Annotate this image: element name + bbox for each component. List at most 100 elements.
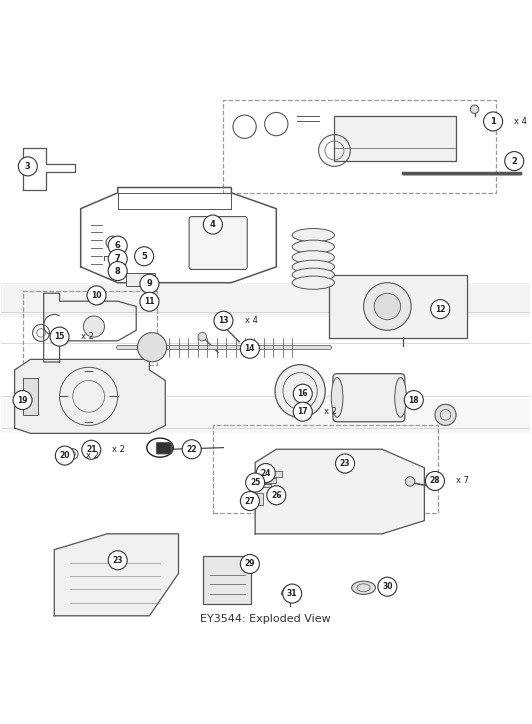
Bar [255,484,271,487]
Circle shape [18,157,37,176]
Polygon shape [54,534,179,616]
Circle shape [82,440,101,459]
Bar [258,479,276,483]
FancyBboxPatch shape [2,282,530,317]
Circle shape [282,584,302,603]
Bar [261,471,281,476]
Ellipse shape [292,240,335,253]
Circle shape [484,112,503,131]
Circle shape [55,446,74,465]
Polygon shape [329,275,467,338]
Circle shape [50,327,69,346]
Polygon shape [14,359,165,434]
Text: 14: 14 [245,345,255,353]
Text: 21: 21 [86,445,96,454]
Text: 25: 25 [250,478,260,487]
FancyBboxPatch shape [203,556,252,604]
Text: 3: 3 [25,162,31,171]
Circle shape [336,454,354,473]
Circle shape [108,249,127,269]
Text: 26: 26 [271,491,281,500]
Circle shape [374,293,401,320]
Ellipse shape [292,268,335,282]
Circle shape [378,577,397,597]
Circle shape [272,496,280,503]
Circle shape [140,292,159,311]
Circle shape [108,551,127,570]
Text: x 7: x 7 [456,476,469,486]
Circle shape [505,151,524,171]
Circle shape [214,311,233,330]
Circle shape [108,236,127,255]
Circle shape [240,555,260,573]
Circle shape [267,486,286,505]
Text: 18: 18 [409,395,419,405]
FancyBboxPatch shape [335,116,456,161]
FancyBboxPatch shape [156,442,172,454]
Text: x 2: x 2 [81,332,94,341]
FancyBboxPatch shape [2,399,530,434]
Text: 5: 5 [141,252,147,261]
Circle shape [404,390,423,410]
Bar [126,273,155,287]
Text: 20: 20 [60,451,70,460]
Text: 15: 15 [54,332,65,341]
Circle shape [470,105,479,114]
Text: 16: 16 [297,390,308,398]
Text: 24: 24 [261,468,271,478]
Circle shape [140,274,159,293]
Text: 19: 19 [17,395,28,405]
Text: 6: 6 [115,241,121,251]
Text: 17: 17 [297,407,308,416]
Circle shape [293,384,312,403]
Text: 2: 2 [511,156,517,166]
Text: 29: 29 [245,560,255,568]
Text: 7: 7 [115,254,121,264]
FancyBboxPatch shape [333,374,405,422]
Circle shape [426,471,444,490]
Text: 9: 9 [146,279,152,288]
Text: x 2: x 2 [112,445,126,454]
Polygon shape [255,449,425,534]
Circle shape [246,473,265,492]
Text: 11: 11 [144,298,155,306]
Text: 12: 12 [435,305,445,313]
Circle shape [219,321,228,330]
Circle shape [182,439,201,459]
Text: 31: 31 [287,589,297,598]
Circle shape [135,247,154,266]
Ellipse shape [292,251,335,264]
Ellipse shape [292,276,335,290]
Ellipse shape [395,378,406,417]
Text: x 2: x 2 [86,451,99,460]
Circle shape [108,261,127,281]
Text: 8: 8 [115,266,121,276]
Circle shape [435,404,456,426]
Circle shape [95,296,103,304]
Ellipse shape [138,332,167,362]
Bar [250,493,263,505]
Circle shape [256,463,275,483]
FancyBboxPatch shape [189,216,247,269]
Text: 23: 23 [340,459,350,468]
Text: x 4: x 4 [514,117,527,126]
Text: 1: 1 [490,117,496,126]
Text: 4: 4 [210,220,216,229]
Ellipse shape [292,229,335,242]
Circle shape [203,215,222,234]
Text: EY3544: Exploded View: EY3544: Exploded View [201,614,331,623]
Text: x 2: x 2 [324,407,337,416]
Circle shape [198,332,206,341]
Text: 30: 30 [382,582,393,592]
Text: 10: 10 [92,291,102,300]
Circle shape [363,282,411,330]
Text: 22: 22 [187,445,197,454]
Circle shape [148,300,154,306]
Circle shape [405,476,415,487]
Circle shape [293,403,312,421]
Text: 28: 28 [430,476,440,486]
Text: 23: 23 [112,556,123,565]
Circle shape [84,316,104,337]
Text: 13: 13 [218,316,229,325]
Ellipse shape [331,378,343,417]
